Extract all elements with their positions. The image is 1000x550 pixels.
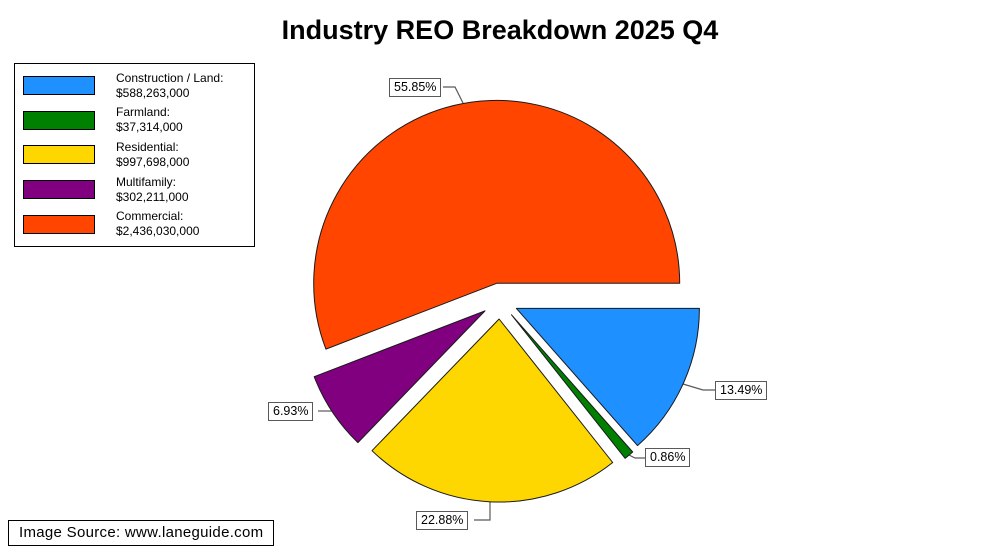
legend-item: Multifamily: $302,211,000: [23, 175, 250, 205]
legend-item: Commercial: $2,436,030,000: [23, 209, 250, 239]
pie-slice-construction-land: [515, 307, 700, 447]
legend-item-label: Residential:: [116, 139, 179, 154]
legend-swatch-farmland: [23, 110, 95, 130]
legend-swatch-multifamily: [23, 180, 95, 200]
source-text: Image Source: www.laneguide.com: [19, 524, 264, 541]
leader-line-commercial: [443, 86, 464, 104]
legend-item-label: Multifamily:: [116, 174, 177, 189]
legend-item-value: $37,314,000: [116, 120, 183, 135]
pct-label-residential: 22.88%: [416, 511, 469, 530]
source-box: Image Source: www.laneguide.com: [8, 520, 275, 546]
legend-swatch-residential: [23, 145, 95, 165]
legend-item-label: Construction / Land:: [116, 70, 224, 85]
legend-item: Construction / Land: $588,263,000: [23, 71, 250, 101]
legend-swatch-commercial: [23, 214, 95, 234]
pct-label-farmland: 0.86%: [645, 448, 691, 467]
legend-item: Farmland: $37,314,000: [23, 105, 250, 135]
legend-item-label: Farmland:: [116, 105, 171, 120]
leader-line-farmland: [628, 454, 646, 459]
legend-item-value: $2,436,030,000: [116, 224, 200, 239]
page-title: Industry REO Breakdown 2025 Q4: [281, 15, 719, 45]
pct-label-construction-land: 13.49%: [715, 381, 768, 400]
leader-line-construction-land: [682, 383, 716, 391]
leader-line-residential: [474, 502, 491, 521]
pie-slice-farmland: [511, 314, 634, 459]
legend-swatch-construction-land: [23, 76, 95, 96]
pie-slice-multifamily: [313, 310, 486, 444]
legend-item-label: Commercial:: [116, 209, 184, 224]
pie-slice-commercial: [313, 99, 681, 350]
legend-item-value: $302,211,000: [116, 189, 189, 204]
legend-item: Residential: $997,698,000: [23, 140, 250, 170]
legend-item-value: $588,263,000: [116, 85, 190, 100]
legend: Construction / Land: $588,263,000 Farmla…: [14, 63, 255, 247]
legend-item-value: $997,698,000: [116, 154, 190, 169]
pct-label-commercial: 55.85%: [389, 78, 442, 97]
pct-label-multifamily: 6.93%: [268, 402, 314, 421]
pie-slice-residential: [371, 318, 614, 503]
